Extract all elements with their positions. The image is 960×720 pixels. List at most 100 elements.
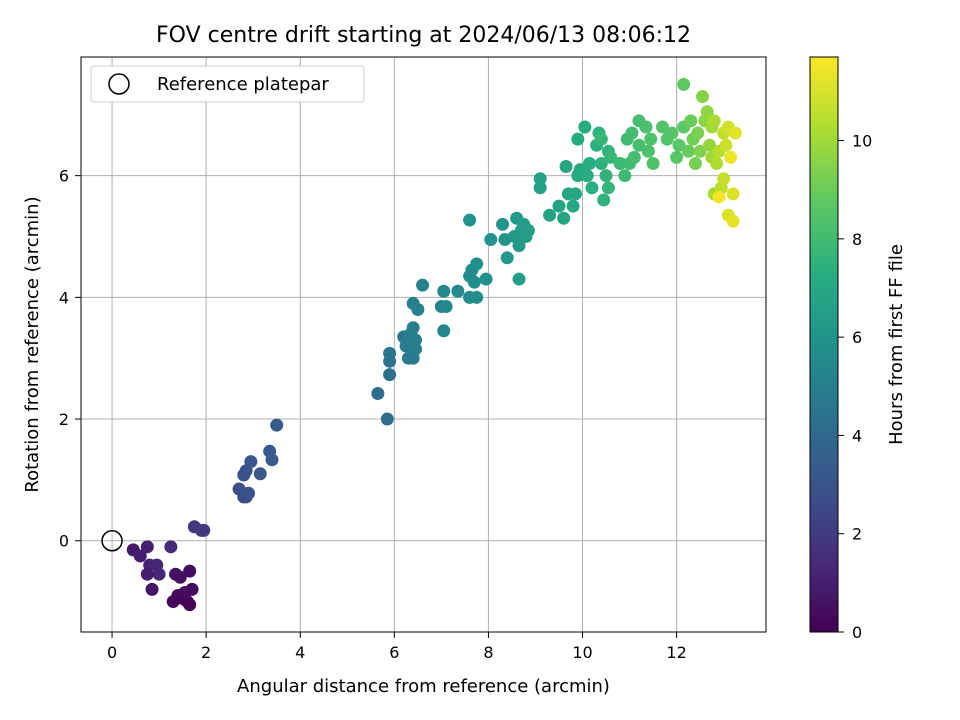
colorbar-tick-label: 2	[852, 525, 862, 544]
colorbar-tick-label: 0	[852, 623, 862, 642]
x-tick-label: 0	[107, 643, 117, 662]
data-point	[726, 187, 740, 201]
chart-title: FOV centre drift starting at 2024/06/13 …	[156, 23, 691, 48]
data-point	[639, 120, 653, 134]
data-point	[681, 144, 695, 158]
data-point	[512, 239, 526, 253]
reference-platepar-marker	[101, 529, 123, 552]
legend-entry: Reference platepar	[157, 74, 329, 95]
data-point	[712, 190, 726, 204]
data-point	[543, 208, 557, 222]
data-point	[183, 598, 197, 612]
data-point	[244, 455, 258, 469]
y-tick-label: 6	[59, 167, 69, 186]
y-tick-label: 2	[59, 410, 69, 429]
data-point	[707, 114, 721, 128]
data-point	[644, 132, 658, 146]
data-point	[710, 156, 724, 170]
colorbar-gradient	[809, 56, 839, 633]
data-point	[533, 181, 547, 195]
data-point	[571, 132, 585, 146]
colorbar-label: Hours from first FF file	[886, 244, 907, 445]
reference-marker-layer	[101, 529, 123, 552]
data-point	[152, 567, 166, 581]
data-point	[665, 126, 679, 140]
legend: Reference platepar	[90, 65, 365, 103]
data-point	[604, 150, 618, 164]
legend-box	[90, 65, 365, 103]
data-point	[646, 156, 660, 170]
data-point	[695, 90, 709, 104]
x-axis-ticks: 0 2 4 6 8 10 12	[107, 632, 687, 662]
data-point	[726, 214, 740, 228]
data-point	[597, 193, 611, 207]
data-point	[383, 368, 397, 382]
data-point	[719, 138, 733, 152]
legend-marker-icon	[108, 73, 130, 95]
y-tick-label: 0	[59, 532, 69, 551]
data-point	[383, 346, 397, 360]
data-point	[557, 211, 571, 225]
data-point	[253, 467, 267, 481]
colorbar-tick-label: 10	[852, 132, 872, 151]
y-tick-label: 4	[59, 288, 69, 307]
data-point	[416, 278, 430, 292]
data-point	[585, 181, 599, 195]
x-tick-label: 8	[483, 643, 493, 662]
x-tick-label: 10	[572, 643, 592, 662]
data-point	[166, 595, 180, 609]
colorbar-tick-label: 8	[852, 230, 862, 249]
data-point	[688, 156, 702, 170]
data-point	[178, 585, 192, 599]
data-point	[173, 570, 187, 584]
data-point	[140, 540, 154, 554]
data-point	[703, 138, 717, 152]
x-tick-label: 6	[389, 643, 399, 662]
data-point	[164, 540, 178, 554]
data-point	[693, 144, 707, 158]
data-point	[677, 77, 691, 91]
data-point	[594, 132, 608, 146]
scatter-points	[126, 77, 742, 612]
x-tick-label: 4	[295, 643, 305, 662]
data-point	[583, 156, 597, 170]
data-point	[406, 321, 420, 335]
data-point	[568, 187, 582, 201]
data-point	[627, 150, 641, 164]
data-point	[194, 523, 208, 537]
data-point	[580, 169, 594, 183]
data-point	[578, 120, 592, 134]
data-point	[439, 299, 453, 313]
data-point	[521, 223, 535, 237]
data-point	[512, 272, 526, 286]
data-point	[265, 453, 279, 467]
data-point	[717, 172, 731, 186]
data-point	[566, 199, 580, 213]
data-point	[470, 290, 484, 304]
data-point	[437, 284, 451, 298]
data-point	[670, 150, 684, 164]
data-point	[552, 199, 566, 213]
data-point	[270, 418, 284, 432]
data-point	[451, 284, 465, 298]
data-point	[618, 169, 632, 183]
data-point	[691, 126, 705, 140]
x-tick-label: 12	[666, 643, 686, 662]
data-point	[463, 213, 477, 227]
colorbar-tick-label: 6	[852, 328, 862, 347]
y-axis-label: Rotation from reference (arcmin)	[22, 196, 43, 492]
data-point	[684, 114, 698, 128]
data-point	[371, 386, 385, 400]
data-point	[599, 169, 613, 183]
x-tick-label: 2	[201, 643, 211, 662]
data-point	[479, 272, 493, 286]
data-point	[411, 303, 425, 317]
data-point	[724, 150, 738, 164]
data-point	[183, 564, 197, 578]
data-point	[601, 181, 615, 195]
data-point	[559, 160, 573, 174]
data-point	[500, 251, 514, 265]
x-axis-label: Angular distance from reference (arcmin)	[237, 676, 610, 697]
data-point	[625, 126, 639, 140]
